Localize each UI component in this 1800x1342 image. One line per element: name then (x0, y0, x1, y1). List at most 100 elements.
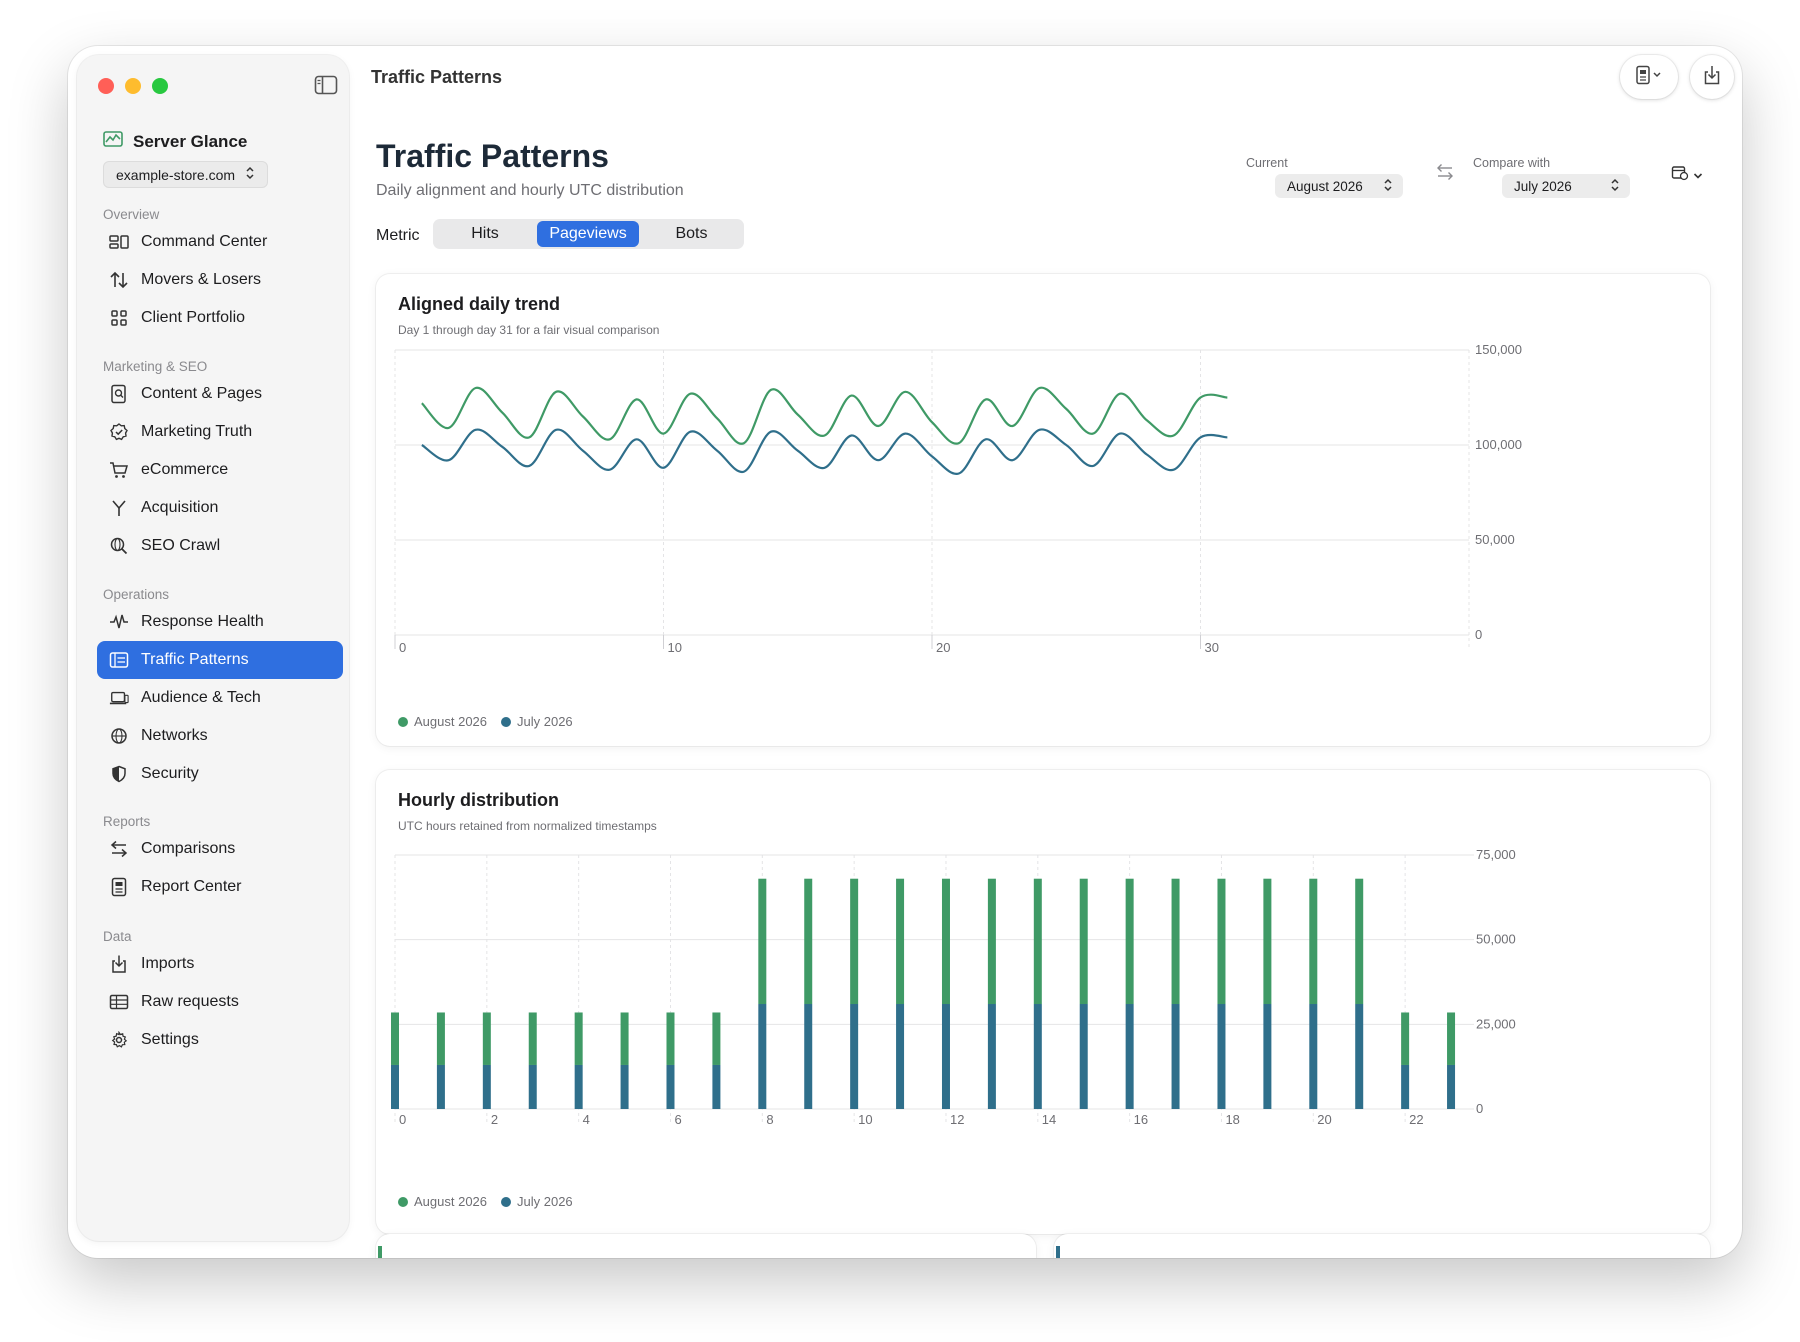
partial-card-left (376, 1234, 1036, 1258)
legend-item: July 2026 (501, 1194, 573, 1209)
close-window-button[interactable] (98, 78, 114, 94)
globe-icon (109, 726, 129, 746)
bar-august-2026-hour-3 (528, 1012, 537, 1065)
bar-august-2026-hour-7 (712, 1012, 721, 1065)
zoom-window-button[interactable] (152, 78, 168, 94)
brand-name: Server Glance (133, 131, 248, 151)
document-search-icon (109, 384, 129, 404)
bar-august-2026-hour-6 (666, 1012, 675, 1065)
sidebar-item-marketing-truth[interactable]: Marketing Truth (97, 413, 343, 451)
legend-label: August 2026 (414, 714, 488, 729)
sidebar-item-label: Command Center (141, 233, 268, 250)
bar-august-2026-hour-10 (850, 878, 859, 1005)
current-month-value: August 2026 (1287, 178, 1363, 194)
x-tick-label: 0 (399, 1112, 406, 1127)
bar-july-2026-hour-21 (1355, 1004, 1364, 1109)
sidebar-item-networks[interactable]: Networks (97, 717, 343, 755)
sidebar-item-raw-requests[interactable]: Raw requests (97, 983, 343, 1021)
legend-label: August 2026 (414, 1194, 488, 1209)
bar-july-2026-hour-4 (574, 1064, 583, 1109)
sidebar-toggle-icon[interactable] (314, 75, 338, 95)
sidebar-item-label: Acquisition (141, 499, 219, 516)
sidebar-item-settings[interactable]: Settings (97, 1021, 343, 1059)
sidebar-item-content-pages[interactable]: Content & Pages (97, 375, 343, 413)
export-icon (1702, 64, 1722, 91)
site-select[interactable]: example-store.com (103, 161, 269, 188)
y-tick-label: 50,000 (1476, 932, 1516, 947)
bar-august-2026-hour-4 (574, 1012, 583, 1065)
bar-july-2026-hour-22 (1401, 1064, 1410, 1109)
import-icon (109, 954, 129, 974)
sidebar-item-acquisition[interactable]: Acquisition (97, 489, 343, 527)
sidebar-item-ecommerce[interactable]: eCommerce (97, 451, 343, 489)
bar-august-2026-hour-17 (1171, 878, 1180, 1005)
current-label: Current (1246, 156, 1288, 170)
window-title: Traffic Patterns (371, 67, 503, 87)
sidebar-item-traffic-patterns[interactable]: Traffic Patterns (97, 641, 343, 679)
hourly-chart-subtitle: UTC hours retained from normalized times… (398, 819, 657, 833)
sidebar-item-label: Marketing Truth (141, 423, 253, 440)
x-tick-label: 22 (1409, 1112, 1423, 1127)
y-tick-label: 0 (1475, 627, 1482, 642)
metric-tab-bots[interactable]: Bots (675, 225, 708, 242)
x-tick-label: 10 (858, 1112, 872, 1127)
bar-august-2026-hour-11 (896, 878, 905, 1005)
metric-tab-pageviews[interactable]: Pageviews (537, 221, 639, 247)
x-tick-label: 4 (583, 1112, 590, 1127)
sidebar-item-client-portfolio[interactable]: Client Portfolio (97, 299, 343, 337)
updown-chevron-icon (1610, 178, 1620, 195)
x-tick-label: 18 (1225, 1112, 1239, 1127)
y-tick-label: 150,000 (1475, 342, 1522, 357)
sidebar-item-seo-crawl[interactable]: SEO Crawl (97, 527, 343, 565)
sidebar-item-imports[interactable]: Imports (97, 945, 343, 983)
site-select-value: example-store.com (116, 166, 236, 183)
sidebar: Server Glance example-store.com Overview… (77, 55, 349, 1241)
sidebar-item-report-center[interactable]: Report Center (97, 868, 343, 906)
bar-august-2026-hour-22 (1401, 1012, 1410, 1065)
sidebar-item-label: Settings (141, 1031, 199, 1048)
bar-july-2026-hour-3 (528, 1064, 537, 1109)
metric-label: Metric (376, 227, 420, 244)
hourly-distribution-chart: 0 25,000 50,000 75,000 0 2 4 6 8 10 12 14 16 18 20 22 (391, 847, 1516, 1127)
bar-august-2026-hour-14 (1033, 878, 1042, 1005)
sidebar-item-label: Raw requests (141, 993, 239, 1010)
daily-legend: August 2026 July 2026 (398, 714, 573, 729)
updown-chevron-icon (245, 166, 255, 183)
daily-trend-card: Aligned daily trend Day 1 through day 31… (376, 274, 1710, 746)
current-month-picker[interactable]: August 2026 (1275, 174, 1403, 198)
calendar-menu-button[interactable] (1671, 165, 1703, 186)
bar-august-2026-hour-15 (1079, 878, 1088, 1005)
daily-chart-title: Aligned daily trend (398, 294, 561, 314)
sidebar-item-movers-losers[interactable]: Movers & Losers (97, 261, 343, 299)
sidebar-item-security[interactable]: Security (97, 755, 343, 793)
bar-july-2026-hour-2 (482, 1064, 491, 1109)
bar-july-2026-hour-13 (987, 1004, 996, 1109)
partial-card-right (1054, 1234, 1710, 1258)
legend-label: July 2026 (517, 714, 573, 729)
minimize-window-button[interactable] (125, 78, 141, 94)
chevron-down-icon (1693, 167, 1703, 185)
bar-july-2026-hour-9 (804, 1004, 813, 1109)
sidebar-item-response-health[interactable]: Response Health (97, 603, 343, 641)
x-tick-label: 16 (1134, 1112, 1148, 1127)
swap-arrows-icon[interactable] (1436, 163, 1454, 186)
sidebar-item-audience-tech[interactable]: Audience & Tech (97, 679, 343, 717)
daily-trend-chart: 0 50,000 100,000 150,000 0 10 20 30 (394, 342, 1522, 655)
metric-tab-hits[interactable]: Hits (471, 225, 499, 242)
sidebar-item-label: Traffic Patterns (141, 651, 249, 668)
export-button[interactable] (1690, 55, 1734, 99)
table-icon (109, 992, 129, 1012)
report-document-icon (109, 877, 129, 897)
bar-july-2026-hour-0 (391, 1064, 399, 1109)
sidebar-item-comparisons[interactable]: Comparisons (97, 830, 343, 868)
bar-august-2026-hour-9 (804, 878, 813, 1005)
report-menu-button[interactable] (1620, 55, 1678, 99)
bar-august-2026-hour-12 (941, 878, 950, 1005)
bar-july-2026-hour-14 (1033, 1004, 1042, 1109)
bar-july-2026-hour-11 (896, 1004, 905, 1109)
x-tick-label: 12 (950, 1112, 964, 1127)
compare-month-picker[interactable]: July 2026 (1502, 174, 1630, 198)
y-tick-label: 25,000 (1476, 1016, 1516, 1031)
sidebar-item-command-center[interactable]: Command Center (97, 223, 343, 261)
bar-july-2026-hour-7 (712, 1064, 721, 1109)
